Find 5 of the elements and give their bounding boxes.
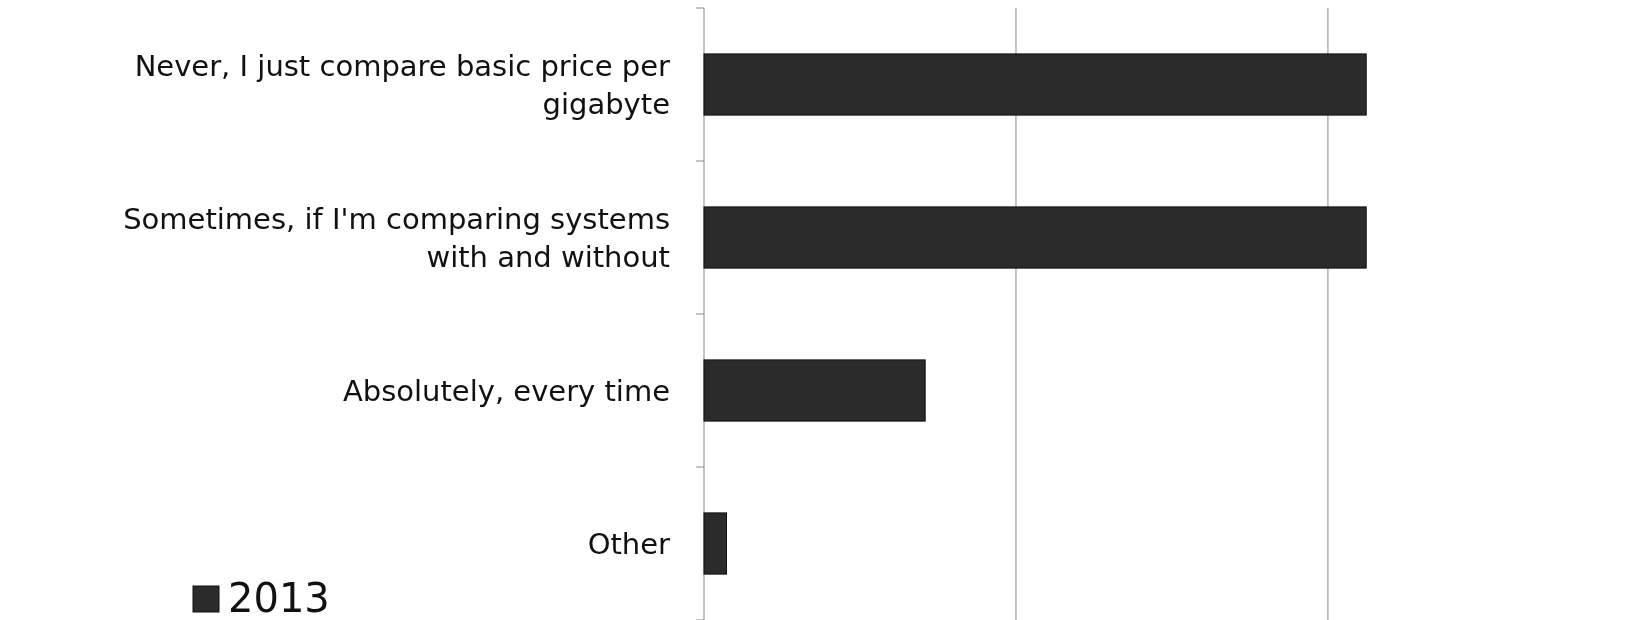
y-tick-label: Sometimes, if I'm comparing systems with and without (123, 201, 670, 274)
y-tick-label: Other (587, 526, 671, 561)
legend-label: 2013 (228, 575, 330, 620)
y-tick-label: Never, I just compare basic price per gigabyte (134, 48, 671, 121)
y-tick-label: Absolutely, every time (342, 373, 670, 408)
